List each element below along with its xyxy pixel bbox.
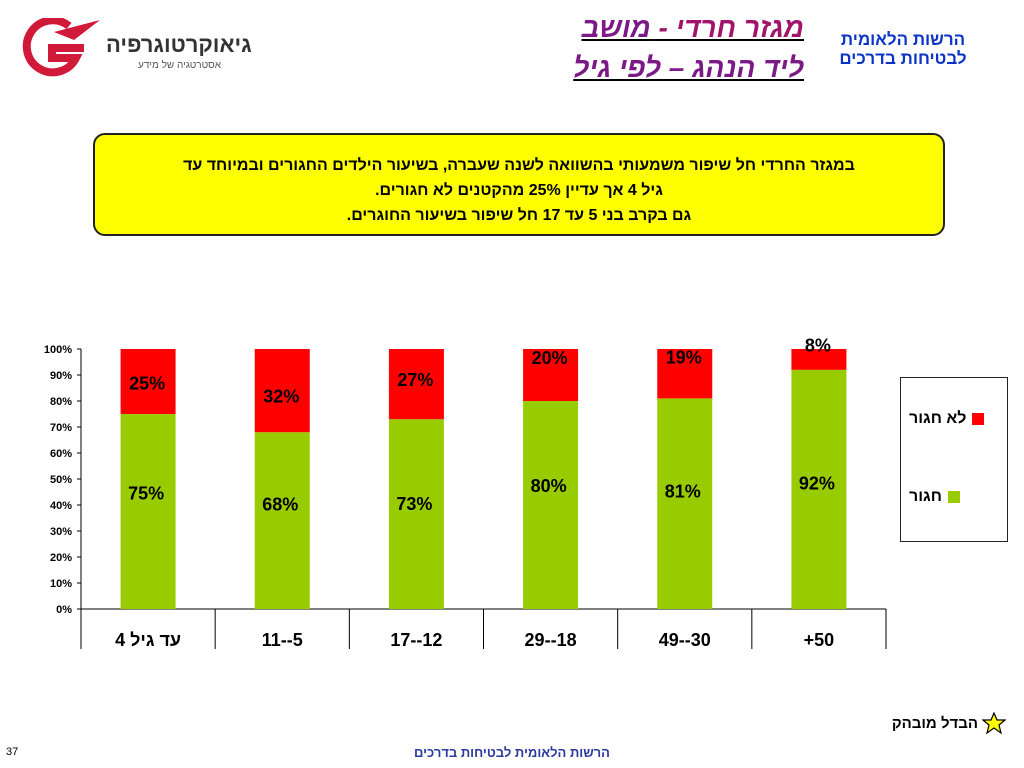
y-tick-label: 90%	[50, 370, 72, 382]
title-part-2: מושב ליד הנהג – לפי גיל	[573, 12, 804, 83]
logo-brand: גיאוקרטוגרפיה	[106, 32, 252, 57]
y-tick-label: 10%	[50, 578, 72, 590]
y-tick-label: 40%	[50, 500, 72, 512]
data-label-belted: 92%	[799, 473, 835, 493]
bar-belted	[657, 398, 713, 609]
data-label-not-belted: 25%	[129, 374, 165, 394]
bar-not-belted	[523, 349, 579, 401]
logo-tagline: אסטרטגיה של מידע	[138, 60, 221, 71]
legend-item-belted: חגור	[909, 488, 960, 506]
callout-line-1: במגזר החרדי חל שיפור משמעותי בהשוואה לשנ…	[183, 157, 855, 174]
org-line-1: הרשות הלאומית	[840, 30, 966, 49]
data-label-not-belted: 8%	[805, 335, 831, 355]
bar-belted	[254, 432, 310, 609]
stacked-bar-chart: 0% 10% 20% 30% 40% 50% 60% 70% 80% 90% 100% 75% 25% ע…	[44, 335, 887, 650]
logo: גיאוקרטוגרפיה אסטרטגיה של מידע	[14, 18, 252, 78]
legend-swatch-green	[947, 491, 960, 503]
legend-label-belted: חגור	[909, 488, 942, 505]
y-tick-label: 50%	[50, 474, 72, 486]
x-category-label: 50+	[804, 630, 835, 650]
significance-label: הבדל מובהק	[891, 714, 978, 732]
y-tick-label: 0%	[56, 604, 72, 616]
org-line-2: לבטיחות בדרכים	[839, 49, 967, 68]
y-tick-label: 100%	[44, 344, 72, 356]
bar-not-belted	[254, 349, 310, 433]
significance-note: הבדל מובהק	[892, 712, 1006, 734]
star-icon	[982, 712, 1006, 734]
y-tick-label: 80%	[50, 396, 72, 408]
data-label-not-belted: 27%	[397, 370, 433, 390]
callout-line-3: גם בקרב בני 5 עד 17 חל שיפור בשיעור החוג…	[346, 207, 692, 224]
bar-belted	[388, 419, 444, 609]
x-category-label: 18--29	[525, 630, 577, 650]
data-label-belted: 73%	[396, 494, 432, 514]
page-number: 37	[6, 746, 19, 758]
bar-not-belted	[791, 349, 847, 370]
callout-line-2: גיל 4 אך עדיין 25% מהקטנים לא חגורים.	[375, 182, 663, 199]
summary-callout: במגזר החרדי חל שיפור משמעותי בהשוואה לשנ…	[93, 133, 945, 236]
y-tick-label: 60%	[50, 448, 72, 460]
bar-not-belted	[657, 349, 713, 399]
data-label-not-belted: 19%	[666, 348, 702, 368]
legend-label-not-belted: לא חגור	[909, 410, 967, 427]
bar-belted	[523, 401, 579, 609]
data-label-belted: 81%	[665, 482, 701, 502]
bar-not-belted	[120, 349, 176, 414]
org-name: הרשות הלאומית לבטיחות בדרכים	[818, 30, 988, 68]
y-tick-label: 20%	[50, 552, 72, 564]
bar-belted	[791, 369, 847, 609]
x-category-label: עד גיל 4	[115, 630, 181, 650]
bar-not-belted	[388, 349, 444, 420]
data-label-belted: 80%	[531, 476, 567, 496]
x-category-label: 12--17	[390, 630, 442, 650]
y-tick-label: 70%	[50, 422, 72, 434]
data-label-not-belted: 32%	[263, 387, 299, 407]
bar-belted	[120, 414, 176, 609]
x-category-label: 5--11	[262, 630, 303, 650]
data-label-not-belted: 20%	[532, 348, 568, 368]
legend-swatch-red	[972, 413, 985, 425]
chart-legend: לא חגור חגור	[900, 377, 1008, 542]
logo-mark-icon	[22, 18, 100, 77]
x-category-label: 30--49	[659, 630, 711, 650]
y-tick-label: 30%	[50, 526, 72, 538]
title-part-1: מגזר חרדי -	[650, 12, 804, 43]
footer-org: הרשות הלאומית לבטיחות בדרכים	[414, 745, 610, 760]
data-label-belted: 75%	[128, 484, 164, 504]
page-title: מגזר חרדי - מושב ליד הנהג – לפי גיל	[560, 8, 804, 88]
legend-item-not-belted: לא חגור	[909, 410, 985, 428]
data-label-belted: 68%	[262, 495, 298, 515]
